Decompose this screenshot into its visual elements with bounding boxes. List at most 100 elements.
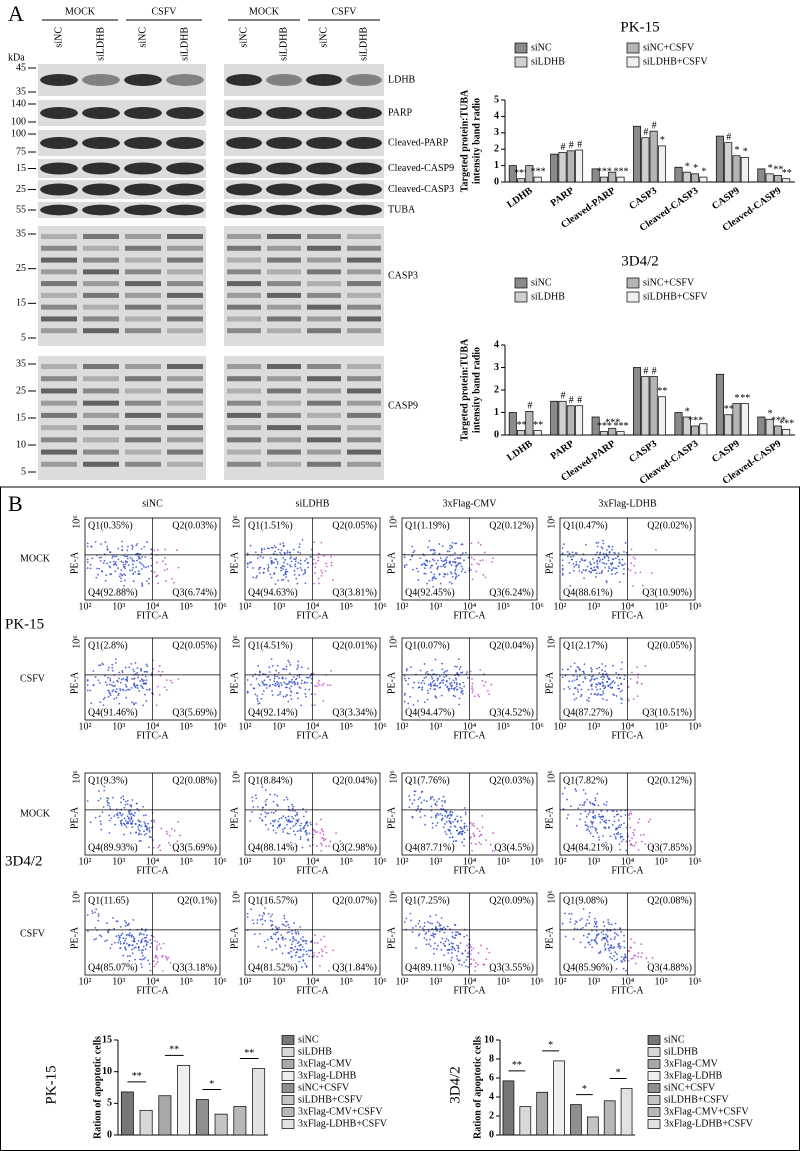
blot-band	[306, 74, 342, 86]
event-dot	[620, 698, 622, 700]
event-dot	[300, 938, 302, 940]
quadrant-label: Q1(9.08%)	[563, 895, 608, 906]
event-dot	[620, 960, 622, 962]
blot-band	[306, 137, 342, 149]
event-dot	[277, 821, 279, 823]
blot-smear	[41, 450, 77, 455]
event-dot	[114, 563, 116, 565]
event-dot	[270, 916, 272, 918]
event-dot	[262, 557, 264, 559]
legend-label: 3xFlag-LDHB	[298, 1070, 357, 1081]
event-dot	[270, 823, 272, 825]
event-dot	[95, 577, 97, 579]
event-dot	[439, 683, 441, 685]
quadrant-label: Q2(0.05%)	[647, 640, 692, 651]
event-dot	[323, 683, 325, 685]
blot-smear	[41, 437, 77, 442]
event-dot	[291, 930, 293, 932]
event-dot	[94, 939, 96, 941]
event-dot	[451, 682, 453, 684]
legend-swatch	[648, 1096, 660, 1105]
event-dot	[291, 681, 293, 683]
bar	[215, 1114, 227, 1135]
blot-smear	[167, 305, 203, 310]
event-dot	[456, 689, 458, 691]
event-dot	[453, 937, 455, 939]
blot-band	[306, 184, 342, 196]
event-dot	[128, 811, 130, 813]
event-dot	[584, 801, 586, 803]
kda-marker: 35	[16, 86, 26, 97]
event-dot	[266, 687, 268, 689]
quadrant-label: Q4(92.14%)	[248, 707, 298, 718]
event-dot	[463, 559, 465, 561]
event-dot	[124, 818, 126, 820]
event-dot	[325, 563, 327, 565]
event-dot	[119, 573, 121, 575]
event-dot	[445, 558, 447, 560]
event-dot	[433, 936, 435, 938]
bar	[509, 413, 516, 436]
y-axis-label: PE-A	[386, 926, 397, 949]
x-tick-label: 10⁶	[530, 856, 544, 867]
kda-marker: 140	[11, 98, 26, 109]
event-dot	[286, 552, 288, 554]
protein-label: Cleaved-CASP3	[388, 184, 454, 195]
event-dot	[130, 557, 132, 559]
event-dot	[97, 920, 99, 922]
event-dot	[596, 561, 598, 563]
y-axis-label: intensity band radio	[471, 98, 482, 184]
event-dot	[434, 803, 436, 805]
blot-smear	[347, 328, 381, 333]
event-dot	[321, 542, 323, 544]
event-dot	[256, 922, 258, 924]
lane-label: siLDHB	[179, 27, 190, 61]
event-dot	[140, 821, 142, 823]
blot-smear	[125, 328, 161, 333]
event-dot	[639, 571, 641, 573]
blot-smear	[83, 388, 119, 393]
event-dot	[100, 829, 102, 831]
event-dot	[153, 960, 155, 962]
event-dot	[321, 837, 323, 839]
event-dot	[611, 573, 613, 575]
event-dot	[307, 668, 309, 670]
event-dot	[259, 933, 261, 935]
event-dot	[611, 924, 613, 926]
event-dot	[436, 930, 438, 932]
event-dot	[588, 697, 590, 699]
event-dot	[598, 839, 600, 841]
event-dot	[169, 835, 171, 837]
event-dot	[439, 573, 441, 575]
blot-smear	[307, 388, 341, 393]
event-dot	[122, 689, 124, 691]
event-dot	[264, 920, 266, 922]
event-dot	[132, 669, 134, 671]
event-dot	[587, 826, 589, 828]
event-dot	[177, 821, 179, 823]
event-dot	[109, 561, 111, 563]
event-dot	[120, 580, 122, 582]
event-dot	[290, 695, 292, 697]
lane-label: siNC	[318, 27, 329, 48]
y-tick-label: 10⁶	[231, 770, 242, 784]
blot-band	[166, 163, 204, 175]
event-dot	[320, 842, 322, 844]
event-dot	[125, 804, 127, 806]
event-dot	[293, 558, 295, 560]
event-dot	[112, 797, 114, 799]
event-dot	[111, 557, 113, 559]
event-dot	[449, 545, 451, 547]
event-dot	[261, 551, 263, 553]
event-dot	[146, 826, 148, 828]
event-dot	[142, 955, 144, 957]
event-dot	[606, 810, 608, 812]
blot-smear	[83, 437, 119, 442]
event-dot	[313, 955, 315, 957]
event-dot	[272, 684, 274, 686]
event-dot	[282, 829, 284, 831]
event-dot	[449, 561, 451, 563]
event-dot	[132, 952, 134, 954]
event-dot	[471, 843, 473, 845]
event-dot	[610, 945, 612, 947]
